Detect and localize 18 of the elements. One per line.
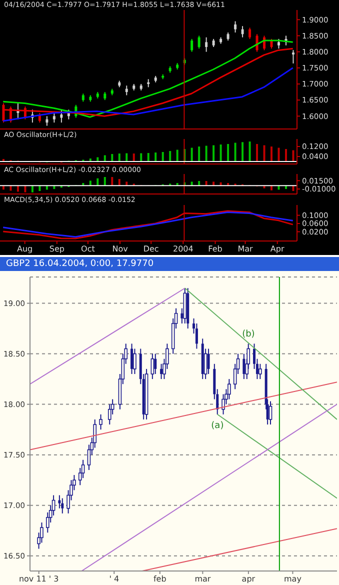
x-tick-label: ' 4	[109, 574, 120, 584]
x-tick-label: Mar	[238, 244, 254, 254]
annotation: (a)	[211, 420, 224, 431]
x-tick-label: nov 11 ' 3	[18, 574, 59, 584]
x-tick-label: Nov	[112, 244, 128, 254]
annotation: (b)	[242, 330, 255, 340]
x-tick-label: Aug	[17, 244, 33, 254]
x-tick-label: Sep	[49, 244, 64, 254]
x-tick-label: Feb	[208, 244, 222, 254]
x-tick-label: apr	[242, 574, 256, 584]
x-tick-label: mar	[194, 574, 212, 584]
x-tick-label: 2004	[172, 244, 194, 254]
x-tick-label: Oct	[81, 244, 95, 254]
x-tick-label: feb	[153, 574, 166, 584]
chart-title: GBP2 16.04.2004, 0:00, 17.9770	[0, 257, 339, 271]
x-tick-label: Dec	[143, 244, 159, 254]
x-tick-label: may	[284, 574, 302, 584]
x-tick-label: Apr	[270, 244, 285, 254]
